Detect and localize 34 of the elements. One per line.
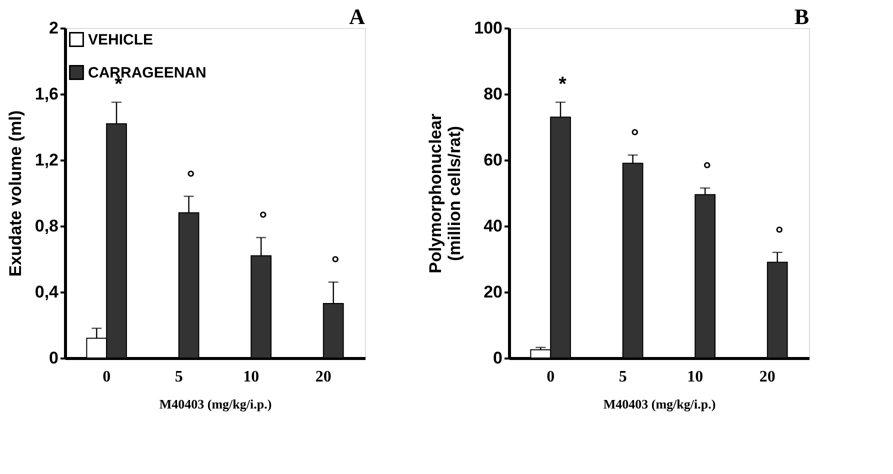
y-tick-label: 0,8 [34, 216, 58, 236]
x-axis-title: M40403 (mg/kg/i.p.) [159, 396, 272, 412]
y-tick-label: 60 [484, 150, 502, 170]
x-tick-label: 10 [687, 368, 704, 386]
annotation: ° [703, 159, 712, 182]
annotation: ° [775, 223, 784, 246]
chart-title: B [794, 4, 810, 29]
x-tick-label: 10 [243, 368, 260, 386]
y-tick-label: 0 [49, 348, 58, 368]
y-tick-label: 0,4 [34, 282, 60, 302]
x-tick-label: 5 [174, 368, 183, 386]
x-tick-label: 20 [759, 368, 776, 386]
y-tick-label: 1,6 [34, 84, 58, 104]
y-tick-label: 1,2 [34, 150, 58, 170]
chart-title: A [349, 4, 366, 29]
x-tick-label: 0 [102, 368, 111, 386]
annotation: ° [186, 167, 195, 190]
annotation: * [558, 73, 567, 96]
annotation: ° [331, 253, 340, 276]
y-tick-label: 80 [484, 84, 502, 104]
annotation: ° [630, 126, 639, 148]
y-tick-label: 2 [49, 18, 58, 38]
x-tick-label: 20 [315, 368, 332, 386]
y-tick-label: 100 [474, 18, 502, 38]
y-axis-title: Exudate volume (ml) [6, 110, 25, 277]
x-tick-label: 5 [618, 368, 627, 386]
y-tick-label: 0 [493, 348, 502, 368]
x-tick-label: 0 [546, 368, 555, 386]
y-tick-label: 40 [484, 216, 502, 236]
x-axis-title: M40403 (mg/kg/i.p.) [603, 396, 716, 412]
y-tick-label: 20 [484, 282, 502, 302]
legend-label: VEHICLE [88, 32, 154, 48]
y-axis-title: Polymorphonuclear (million cells/rat) [426, 113, 464, 274]
annotation: ° [259, 208, 268, 231]
